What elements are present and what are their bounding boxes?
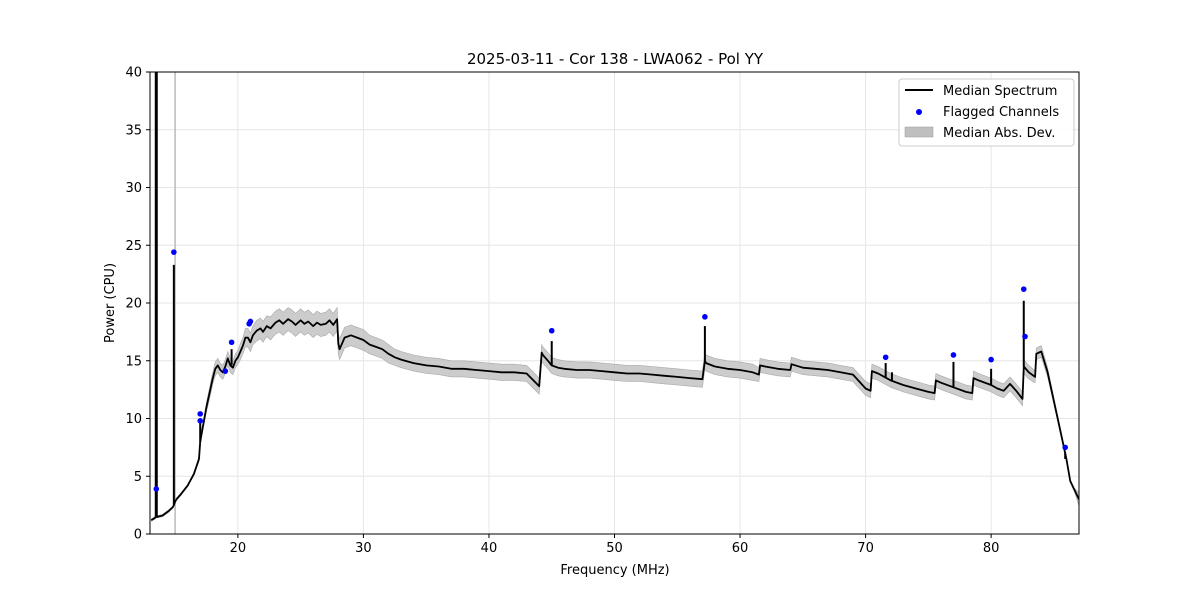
x-tick-label: 50 bbox=[606, 541, 623, 556]
y-tick-label: 20 bbox=[125, 297, 142, 312]
median-spectrum-line bbox=[150, 318, 1079, 521]
flagged-channel-point bbox=[153, 486, 160, 492]
x-tick-label: 80 bbox=[983, 541, 1000, 556]
flagged-channel-point bbox=[1062, 444, 1068, 451]
mad-band-spike bbox=[174, 72, 176, 534]
y-tick-label: 40 bbox=[125, 66, 142, 81]
y-axis-ticks: 0 5 10 15 20 25 30 35 40 bbox=[125, 66, 150, 543]
legend-mad-label: Median Abs. Dev. bbox=[943, 126, 1055, 141]
flagged-channel-point bbox=[197, 418, 204, 424]
x-axis-label: Frequency (MHz) bbox=[560, 563, 669, 578]
flagged-channel-point bbox=[882, 354, 889, 361]
y-tick-label: 5 bbox=[134, 470, 142, 485]
mad-band-layer bbox=[151, 72, 1079, 534]
legend-flagged-label: Flagged Channels bbox=[943, 105, 1059, 120]
flagged-channel-point bbox=[197, 411, 204, 417]
flagged-points-layer bbox=[153, 249, 1068, 492]
flagged-channel-point bbox=[988, 356, 994, 363]
y-tick-label: 35 bbox=[125, 123, 142, 138]
grid bbox=[150, 71, 1079, 535]
y-axis-label: Power (CPU) bbox=[103, 263, 118, 343]
flagged-channel-point bbox=[222, 368, 229, 374]
flagged-channel-point bbox=[171, 249, 177, 255]
y-tick-label: 15 bbox=[125, 354, 142, 369]
x-tick-label: 30 bbox=[355, 541, 372, 556]
flagged-channel-point bbox=[950, 352, 957, 358]
flagged-channel-point bbox=[702, 314, 708, 320]
flagged-channel-point bbox=[1022, 333, 1028, 340]
flagged-channel-point bbox=[247, 318, 254, 325]
mad-band bbox=[151, 306, 1079, 522]
y-tick-label: 10 bbox=[125, 412, 142, 427]
median-line-layer bbox=[150, 72, 1079, 521]
legend-flagged-swatch bbox=[916, 109, 922, 115]
y-tick-label: 25 bbox=[125, 239, 142, 254]
x-tick-label: 20 bbox=[230, 541, 247, 556]
chart-title: 2025-03-11 - Cor 138 - LWA062 - Pol YY bbox=[467, 50, 764, 68]
plot-area bbox=[150, 72, 1079, 534]
x-tick-label: 40 bbox=[481, 541, 498, 556]
legend: Median Spectrum Flagged Channels Median … bbox=[898, 78, 1075, 147]
y-tick-label: 30 bbox=[125, 181, 142, 196]
flagged-channel-point bbox=[548, 327, 555, 334]
x-tick-label: 70 bbox=[857, 541, 874, 556]
flagged-channel-point bbox=[1020, 286, 1027, 292]
flagged-channel-point bbox=[228, 339, 235, 346]
legend-box bbox=[898, 78, 1075, 147]
legend-mad-swatch bbox=[904, 126, 934, 138]
legend-median-label: Median Spectrum bbox=[943, 84, 1057, 99]
x-axis-ticks: 20 30 40 50 60 70 80 bbox=[230, 534, 1000, 556]
y-tick-label: 0 bbox=[134, 528, 142, 543]
x-tick-label: 60 bbox=[732, 541, 749, 556]
